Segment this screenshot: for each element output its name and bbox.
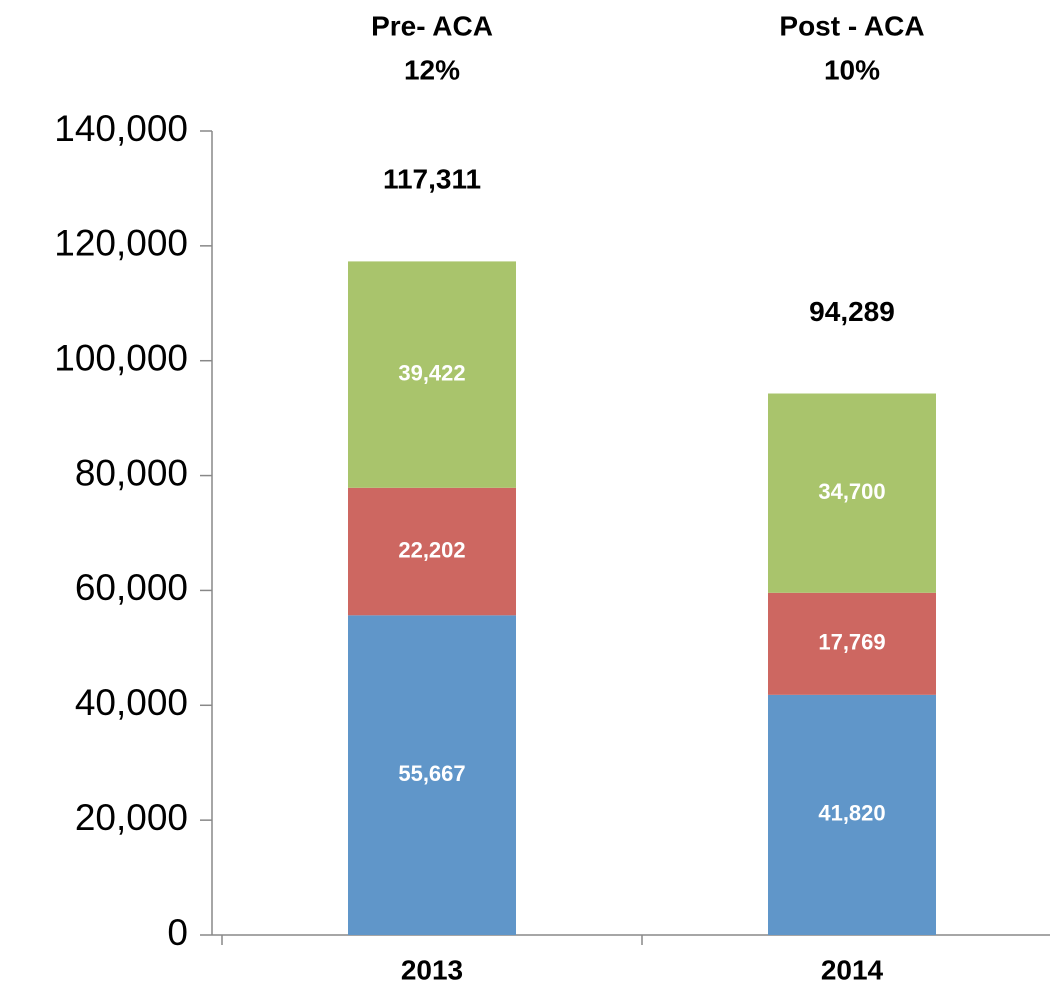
bar-segment <box>348 615 516 935</box>
period-percent: 10% <box>824 54 880 85</box>
period-percent: 12% <box>404 54 460 85</box>
segment-label: 41,820 <box>818 801 885 826</box>
segment-label: 34,700 <box>818 479 885 504</box>
y-tick-label: 0 <box>167 912 188 953</box>
bar-segment <box>348 261 516 488</box>
segment-label: 39,422 <box>398 360 465 385</box>
total-label: 94,289 <box>809 296 895 327</box>
y-tick-label: 40,000 <box>75 682 188 723</box>
period-label: Pre- ACA <box>371 10 493 41</box>
bar-segment <box>768 592 936 695</box>
bar-segment <box>348 487 516 616</box>
y-tick-label: 80,000 <box>75 452 188 493</box>
y-tick-label: 140,000 <box>54 108 188 149</box>
bar-segment <box>768 393 936 593</box>
y-tick-label: 20,000 <box>75 797 188 838</box>
x-tick-label: 2013 <box>401 954 463 985</box>
x-tick-label: 2014 <box>821 954 884 985</box>
segment-label: 55,667 <box>398 761 465 786</box>
total-label: 117,311 <box>383 164 481 195</box>
segment-label: 17,769 <box>818 630 885 655</box>
y-tick-label: 100,000 <box>54 337 188 378</box>
segment-label: 22,202 <box>398 537 465 562</box>
period-label: Post - ACA <box>779 10 924 41</box>
y-tick-label: 120,000 <box>54 223 188 264</box>
bar-segment <box>768 694 936 935</box>
y-tick-label: 60,000 <box>75 567 188 608</box>
